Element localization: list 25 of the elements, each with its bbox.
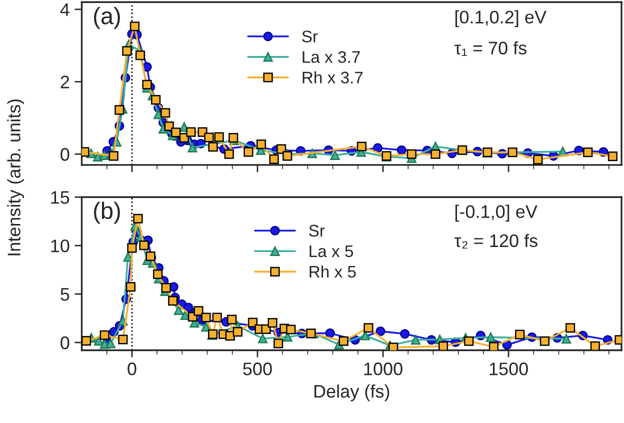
legend-label: La x 5 [310,246,354,258]
annotation: [0.1,0.2] eV [455,10,546,28]
annotation: [-0.1,0] eV [455,204,538,222]
y-tick-label: 10 [51,240,70,252]
y-tick-label: 0 [60,148,70,161]
y-tick-label: 4 [60,3,70,16]
x-tick-label: 500 [243,362,272,376]
annotation: τ₁ = 70 fs [454,41,526,56]
annotation: (a) [94,7,120,29]
legend-label: Rh x 3.7 [302,71,363,84]
y-tick-label: 2 [60,76,70,88]
annotation: (b) [94,202,120,224]
x-tick-label: 1500 [490,362,528,376]
y-axis-title: Intensity (arb. units) [7,100,24,256]
legend-label: Sr [309,224,325,237]
y-tick-label: 0 [60,336,70,350]
annotation: τ₂ = 120 fs [454,234,538,248]
y-tick-label: 15 [51,191,70,204]
y-tick-label: 5 [60,288,70,301]
x-tick-label: 0 [128,362,136,376]
legend-label: Sr [302,30,318,42]
x-tick-label: 1000 [364,362,402,376]
x-axis-title: Delay (fs) [314,384,390,402]
legend-label: La x 3.7 [302,51,360,63]
legend-label: Rh x 5 [310,265,356,278]
